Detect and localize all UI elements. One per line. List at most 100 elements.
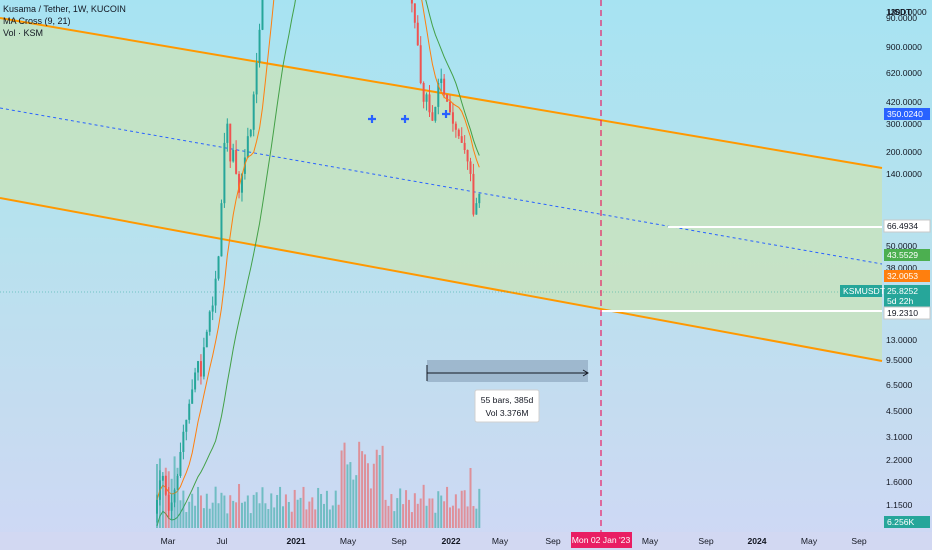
chart-legend: Kusama / Tether, 1W, KUCOIN MA Cross (9,…	[3, 3, 126, 39]
ma-cross-indicator[interactable]: MA Cross (9, 21)	[3, 16, 71, 26]
volume-bar	[425, 505, 428, 528]
candle-body	[413, 3, 416, 23]
candle-body	[194, 372, 197, 390]
candle-body	[255, 62, 258, 95]
channel-upper-line	[0, 17, 883, 169]
volume-bar	[293, 489, 296, 528]
price-tag-text: 350.0240	[887, 109, 923, 119]
volume-bar	[384, 499, 387, 528]
volume-bar	[311, 497, 314, 528]
chart-title[interactable]: Kusama / Tether, 1W, KUCOIN	[3, 4, 126, 14]
y-tick-label-partial: 90.0000	[886, 13, 917, 23]
volume-bar	[276, 494, 279, 528]
volume-bar	[440, 495, 443, 528]
volume-bar	[185, 512, 188, 528]
volume-bar	[208, 508, 211, 528]
volume-bar	[191, 493, 194, 528]
volume-bar	[296, 499, 299, 528]
volume-bar	[375, 449, 378, 528]
volume-bar	[284, 494, 287, 528]
candle-body	[425, 94, 428, 102]
symbol-tag-text: KSMUSDT	[843, 286, 886, 296]
volume-bar	[463, 490, 466, 528]
x-tick-label: 2021	[286, 536, 305, 546]
ma-slow-line	[156, 0, 480, 527]
volume-bar	[279, 486, 282, 528]
candle-body	[457, 129, 460, 137]
candle-body	[440, 78, 443, 83]
volume-bar	[314, 509, 317, 528]
y-tick-label: 140.0000	[886, 169, 922, 179]
measure-vol-text: Vol 3.376M	[486, 408, 529, 418]
y-tick-label: 300.0000	[886, 119, 922, 129]
volume-bar	[199, 495, 202, 528]
x-tick-label: Sep	[851, 536, 867, 546]
candle-body	[232, 149, 235, 162]
volume-bar	[261, 487, 264, 528]
volume-bar	[156, 464, 158, 528]
volume-bar	[466, 506, 469, 528]
volume-bar	[164, 467, 167, 528]
volume-bar	[364, 454, 367, 528]
x-tick-label: Mar	[161, 536, 176, 546]
volume-bar	[405, 490, 408, 528]
volume-bar	[428, 498, 431, 528]
price-tag-text: 6.256K	[887, 517, 915, 527]
volume-bar	[323, 503, 326, 528]
volume-bar	[302, 486, 305, 528]
candle-body	[428, 94, 431, 113]
candle-body	[185, 419, 188, 432]
volume-bar	[232, 500, 235, 528]
volume-bar	[410, 512, 413, 528]
volume-bar	[358, 441, 361, 528]
volume-bar	[287, 501, 290, 528]
volume-bar	[366, 463, 369, 528]
y-tick-label: 50.0000	[886, 241, 917, 251]
volume-bar	[194, 505, 197, 528]
candle-body	[449, 101, 451, 113]
candle-body	[238, 173, 241, 193]
channel-mid-line	[0, 107, 883, 265]
channel-lower-line	[0, 197, 883, 362]
volume-bar	[299, 497, 302, 528]
candle-body	[229, 123, 232, 162]
x-tick-label: May	[801, 536, 818, 546]
price-tag-bg	[883, 306, 931, 320]
volume-bar	[158, 458, 161, 528]
volume-bar	[443, 501, 446, 528]
candle-body	[161, 475, 164, 481]
candle-body	[454, 123, 457, 130]
candle-body	[419, 45, 422, 83]
volume-bar	[331, 505, 334, 528]
candle-body	[223, 142, 226, 204]
candle-body	[451, 112, 454, 124]
volume-bar	[346, 464, 349, 528]
price-tag-bg	[884, 270, 930, 282]
x-tick-label: Sep	[391, 536, 407, 546]
volume-bar	[434, 512, 437, 528]
candle-body	[220, 203, 223, 257]
candle-body	[475, 203, 478, 215]
volume-bar	[396, 498, 399, 528]
volume-bar	[179, 500, 182, 528]
volume-bar	[457, 508, 460, 528]
y-unit-label: USDT	[888, 7, 912, 17]
candle-body	[202, 347, 205, 377]
ma-fast-line	[156, 0, 480, 500]
volume-bar	[226, 513, 229, 528]
volume-indicator[interactable]: Vol · KSM	[3, 28, 44, 38]
y-tick-label: 900.0000	[886, 42, 922, 52]
volume-bar	[264, 503, 267, 528]
volume-bar	[407, 499, 410, 528]
y-tick-label: 9.5000	[886, 355, 913, 365]
volume-bar	[451, 505, 454, 528]
volume-bar	[399, 488, 402, 528]
measure-bars-text: 55 bars, 385d	[481, 395, 534, 405]
volume-bar	[469, 468, 472, 528]
x-cursor-label: Mon 02 Jan '23	[572, 535, 631, 545]
volume-bar	[252, 494, 255, 528]
price-tag-bg	[884, 516, 930, 528]
volume-bar	[343, 442, 346, 528]
